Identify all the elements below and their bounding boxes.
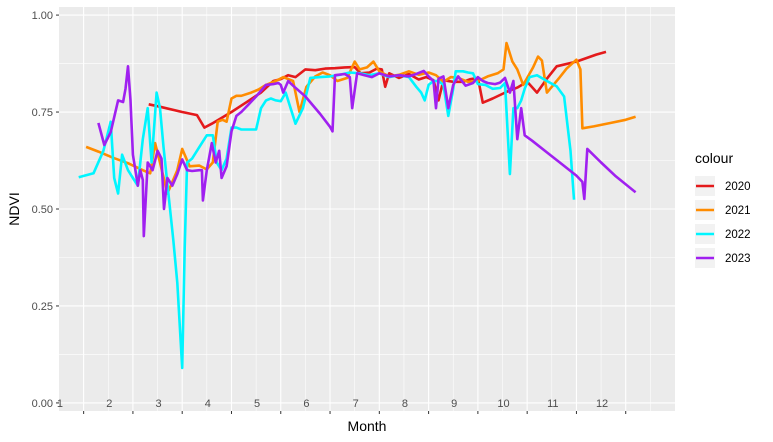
month-label: 12 (596, 398, 608, 410)
month-labels: 1 2 3 4 5 6 7 8 9 10 11 12 (57, 398, 608, 410)
legend-label-2021: 2021 (725, 205, 751, 217)
series-lines (78, 41, 637, 370)
y-tick-label: 0.00 (32, 398, 53, 410)
y-tick-label: 0.25 (32, 301, 53, 313)
y-tick-label: 1.00 (32, 10, 53, 22)
series-line-2021 (85, 41, 636, 195)
legend-items: 2020 2021 2022 2023 (695, 176, 751, 268)
month-label: 11 (547, 398, 558, 410)
month-label: 1 (57, 398, 63, 410)
month-label: 9 (451, 398, 457, 410)
month-label: 5 (254, 398, 260, 410)
month-label: 8 (402, 398, 408, 410)
legend-title: colour (695, 150, 733, 166)
month-label: 10 (497, 398, 509, 410)
y-axis-title: NDVI (6, 192, 22, 225)
legend-label-2023: 2023 (725, 253, 751, 265)
y-axis: 0.00 0.25 0.50 0.75 1.00 (32, 10, 59, 410)
legend-label-2022: 2022 (725, 229, 751, 241)
month-label: 4 (205, 398, 211, 410)
month-label: 2 (106, 398, 112, 410)
x-axis-title: Month (348, 418, 387, 434)
legend: colour 2020 2021 2022 2023 (695, 150, 751, 268)
series-line-2023 (97, 65, 637, 238)
series-line-2022 (78, 70, 576, 370)
month-label: 7 (353, 398, 359, 410)
y-tick-label: 0.75 (32, 107, 53, 119)
x-axis (83, 411, 627, 414)
y-tick-label: 0.50 (32, 204, 53, 216)
month-label: 6 (303, 398, 309, 410)
legend-label-2020: 2020 (725, 181, 751, 193)
month-label: 3 (155, 398, 161, 410)
